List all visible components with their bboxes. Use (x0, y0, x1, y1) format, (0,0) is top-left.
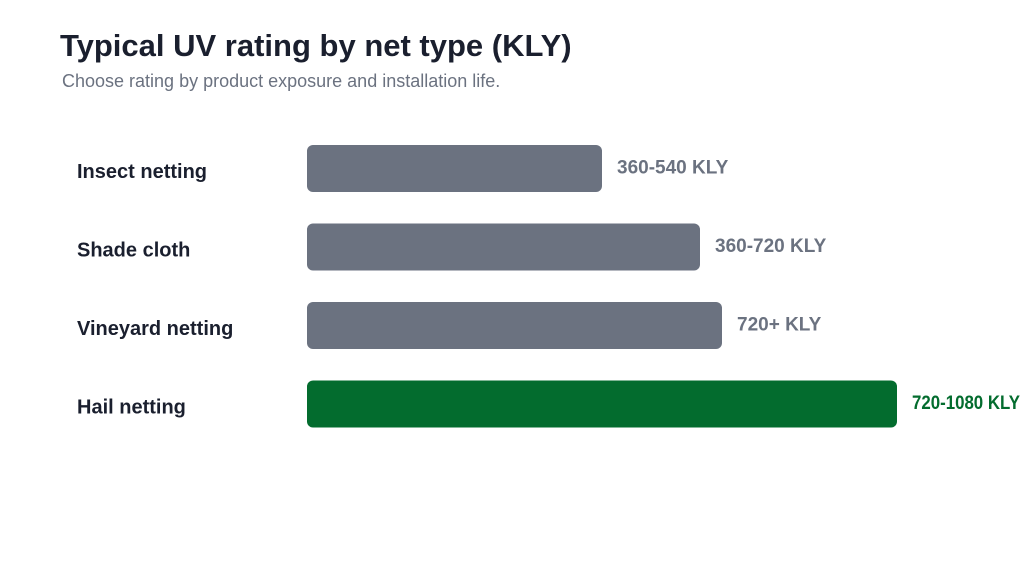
bar (307, 380, 897, 428)
value-label: 360-720 KLY (715, 236, 827, 257)
value-label: 720+ KLY (737, 315, 822, 336)
category-label: Hail netting (77, 396, 186, 418)
category-label: Insect netting (77, 161, 207, 183)
bar (307, 302, 722, 349)
bar (307, 223, 700, 271)
category-label: Shade cloth (77, 239, 190, 261)
bar (307, 145, 602, 192)
value-label: 720-1080 KLY (912, 393, 1020, 414)
category-label: Vineyard netting (77, 318, 233, 340)
value-label: 360-540 KLY (617, 158, 729, 179)
chart-title: Typical UV rating by net type (KLY) (60, 28, 572, 63)
chart-subtitle: Choose rating by product exposure and in… (62, 71, 501, 91)
